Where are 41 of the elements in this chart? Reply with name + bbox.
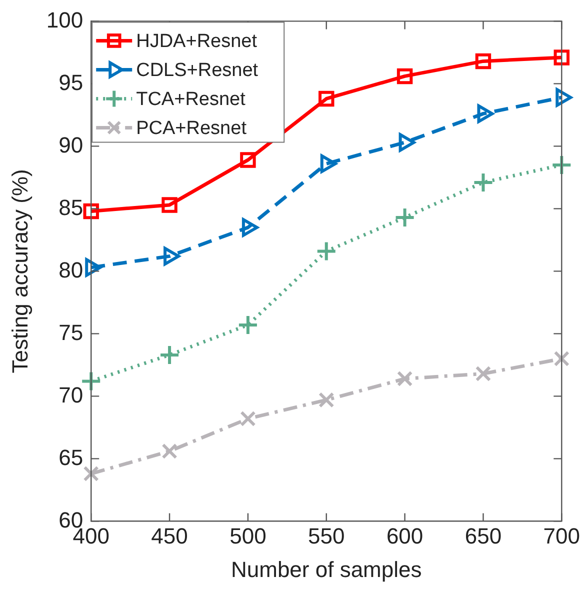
y-tick-label: 70	[58, 382, 84, 408]
point	[396, 370, 413, 387]
x-axis-title: Number of samples	[231, 556, 422, 582]
y-axis-title: Testing accuracy (%)	[7, 169, 32, 374]
x-tick-label: 600	[386, 523, 424, 548]
point	[80, 370, 102, 392]
x-tick-label: 650	[464, 523, 502, 548]
point	[83, 203, 99, 220]
y-tick-label: 80	[58, 257, 84, 282]
legend-label: TCA+Resnet	[136, 88, 246, 110]
point	[394, 206, 416, 228]
point	[472, 172, 494, 193]
y-tick-label: 85	[58, 194, 84, 220]
point	[475, 53, 492, 70]
point	[237, 314, 258, 336]
point	[318, 392, 334, 408]
point	[240, 410, 256, 427]
legend-label: PCA+Resnet	[136, 118, 248, 139]
y-tick-label: 65	[58, 444, 84, 470]
x-tick-label: 450	[151, 523, 188, 548]
point	[240, 152, 256, 168]
x-tick-label: 500	[230, 523, 266, 548]
point	[159, 344, 180, 366]
point	[162, 443, 178, 460]
legend-label: CDLS+Resnet	[136, 60, 259, 81]
point	[316, 240, 337, 262]
point	[475, 366, 492, 382]
legend-label: HJDA+Resnet	[136, 30, 258, 52]
point	[318, 90, 334, 107]
point	[554, 350, 570, 367]
point	[162, 197, 178, 213]
y-tick-label: 100	[46, 7, 84, 32]
x-tick-label: 550	[308, 523, 345, 548]
point	[83, 466, 99, 482]
point	[396, 68, 413, 84]
y-tick-label: 90	[58, 132, 84, 158]
y-tick-label: 95	[58, 70, 84, 95]
y-tick-label: 75	[58, 320, 84, 345]
point	[554, 50, 570, 66]
point	[551, 154, 572, 176]
x-tick-label: 700	[543, 523, 580, 548]
